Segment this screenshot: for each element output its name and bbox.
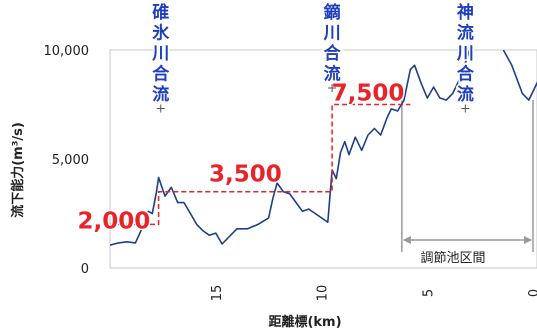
section-arrow-right [524,236,532,244]
confluence-label: 碓氷川合流 [151,2,170,105]
x-tick-label: 15 [210,285,225,302]
confluence-label-char: 碓 [152,2,169,23]
confluence-label-char: 川 [323,24,341,44]
section-arrow-left [402,236,411,244]
confluence-label-char: 神 [457,2,474,23]
section-label: 調節池区間 [420,251,485,266]
confluence-label: 鏑川合流 [323,2,342,85]
x-tick-label: 0 [527,289,537,297]
confluence-label-char: 流 [152,84,169,105]
y-tick-label: 5,000 [52,153,89,168]
x-tick-label: 10 [316,285,331,302]
series-group [110,50,537,246]
confluence-label-char: 川 [151,44,169,64]
x-ticks: 15 10 5 0 [210,285,537,302]
capacity-series-line [502,50,537,101]
design-flow-group: 2,000 3,500 7,500 [76,79,411,236]
confluence-label-char: 流 [324,64,341,85]
confluence-label: 神流川合流 [456,2,475,105]
confluence-label-char: 氷 [152,23,170,44]
x-axis-title: 距離標(km) [268,314,341,330]
section-bracket [401,100,534,252]
capacity-series-line [110,50,471,246]
confluence-label-char: 合 [324,43,342,64]
confluence-label-char: 鏑 [324,2,341,23]
plot-frame [109,49,537,269]
confluence-label-char: 川 [456,44,474,64]
design-flow-label: 3,500 [209,162,282,188]
x-tick-label: 5 [421,289,436,297]
y-ticks: 0 5,000 10,000 [44,44,90,277]
confluence-label-char: 合 [152,64,170,85]
y-tick-label: 0 [81,262,89,277]
y-axis-title: 流下能力(m³/s) [10,122,26,218]
confluence-label-char: 流 [457,23,474,44]
y-tick-label: 10,000 [44,44,90,59]
confluence-label-char: 合 [457,64,475,85]
confluence-label-char: 流 [457,84,474,105]
design-flow-label: 2,000 [78,208,151,234]
design-flow-label: 7,500 [332,81,405,107]
design-flow-line [110,103,411,226]
